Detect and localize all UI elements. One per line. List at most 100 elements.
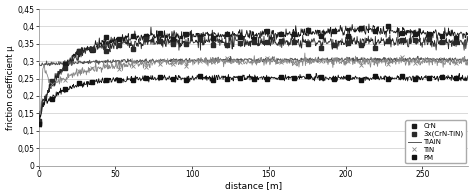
PM bbox=[426, 77, 431, 80]
3x(CrN-TiN) bbox=[210, 44, 216, 46]
TiN bbox=[90, 67, 95, 69]
TiN bbox=[224, 57, 230, 59]
CrN bbox=[453, 37, 458, 39]
PM bbox=[143, 77, 149, 79]
Line: CrN: CrN bbox=[37, 24, 457, 124]
TiN bbox=[318, 60, 324, 62]
CrN bbox=[63, 63, 68, 65]
TiN bbox=[332, 58, 337, 60]
3x(CrN-TiN) bbox=[183, 42, 189, 45]
PM bbox=[291, 77, 297, 79]
PM bbox=[412, 77, 418, 80]
PM bbox=[49, 98, 55, 100]
CrN bbox=[157, 32, 163, 35]
Legend: CrN, 3x(CrN-TiN), TiAlN, TiN, PM: CrN, 3x(CrN-TiN), TiAlN, TiN, PM bbox=[405, 120, 466, 163]
3x(CrN-TiN) bbox=[49, 80, 55, 82]
PM bbox=[358, 79, 364, 81]
CrN bbox=[143, 35, 149, 37]
3x(CrN-TiN) bbox=[318, 46, 324, 49]
CrN bbox=[224, 33, 230, 35]
PM bbox=[210, 78, 216, 81]
TiN bbox=[197, 60, 203, 62]
PM bbox=[318, 76, 324, 78]
CrN bbox=[76, 50, 82, 53]
Line: TiAlN: TiAlN bbox=[38, 56, 468, 66]
3x(CrN-TiN) bbox=[345, 42, 351, 44]
CrN bbox=[49, 82, 55, 84]
CrN bbox=[372, 30, 378, 33]
PM bbox=[372, 75, 378, 77]
TiN bbox=[157, 63, 163, 66]
TiN bbox=[264, 57, 270, 59]
TiN bbox=[36, 124, 41, 126]
TiN bbox=[372, 61, 378, 63]
PM bbox=[237, 76, 243, 79]
3x(CrN-TiN) bbox=[170, 43, 176, 45]
PM bbox=[305, 75, 310, 78]
PM bbox=[439, 76, 445, 78]
TiN bbox=[237, 61, 243, 63]
3x(CrN-TiN) bbox=[426, 38, 431, 40]
TiN bbox=[358, 64, 364, 66]
3x(CrN-TiN) bbox=[90, 48, 95, 50]
CrN bbox=[197, 36, 203, 39]
Line: TiN: TiN bbox=[37, 56, 457, 127]
3x(CrN-TiN) bbox=[372, 46, 378, 49]
TiN bbox=[143, 66, 149, 68]
TiAlN bbox=[406, 57, 412, 59]
3x(CrN-TiN) bbox=[399, 39, 405, 42]
PM bbox=[36, 122, 41, 125]
CrN bbox=[183, 33, 189, 35]
TiAlN bbox=[415, 55, 421, 57]
3x(CrN-TiN) bbox=[157, 40, 163, 43]
3x(CrN-TiN) bbox=[76, 50, 82, 52]
3x(CrN-TiN) bbox=[358, 44, 364, 46]
3x(CrN-TiN) bbox=[197, 38, 203, 41]
3x(CrN-TiN) bbox=[130, 48, 136, 50]
CrN bbox=[264, 30, 270, 32]
3x(CrN-TiN) bbox=[36, 120, 41, 122]
PM bbox=[183, 79, 189, 81]
TiN bbox=[412, 62, 418, 64]
PM bbox=[157, 76, 163, 78]
CrN bbox=[291, 33, 297, 35]
TiAlN bbox=[63, 62, 68, 64]
PM bbox=[332, 78, 337, 80]
TiAlN bbox=[465, 58, 471, 61]
PM bbox=[130, 79, 136, 82]
3x(CrN-TiN) bbox=[291, 41, 297, 43]
CrN bbox=[251, 37, 256, 40]
TiN bbox=[453, 62, 458, 64]
3x(CrN-TiN) bbox=[264, 41, 270, 44]
CrN bbox=[318, 35, 324, 37]
CrN bbox=[210, 37, 216, 39]
TiN bbox=[210, 60, 216, 63]
3x(CrN-TiN) bbox=[305, 43, 310, 45]
Line: 3x(CrN-TiN): 3x(CrN-TiN) bbox=[37, 37, 457, 123]
TiN bbox=[385, 63, 391, 65]
CrN bbox=[90, 49, 95, 51]
TiN bbox=[291, 62, 297, 64]
TiN bbox=[439, 58, 445, 61]
PM bbox=[117, 79, 122, 82]
TiN bbox=[76, 70, 82, 73]
CrN bbox=[345, 34, 351, 37]
Line: PM: PM bbox=[37, 74, 457, 125]
3x(CrN-TiN) bbox=[117, 44, 122, 46]
TiN bbox=[426, 58, 431, 61]
TiAlN bbox=[362, 58, 368, 60]
TiN bbox=[49, 83, 55, 85]
PM bbox=[345, 76, 351, 78]
Y-axis label: friction coefficient μ: friction coefficient μ bbox=[6, 45, 15, 130]
PM bbox=[90, 81, 95, 83]
CrN bbox=[412, 33, 418, 35]
CrN bbox=[117, 38, 122, 40]
PM bbox=[224, 77, 230, 80]
TiN bbox=[278, 61, 283, 64]
X-axis label: distance [m]: distance [m] bbox=[225, 181, 282, 191]
PM bbox=[197, 75, 203, 78]
CrN bbox=[237, 36, 243, 38]
TiN bbox=[345, 60, 351, 62]
TiAlN bbox=[310, 59, 316, 61]
TiN bbox=[399, 56, 405, 59]
